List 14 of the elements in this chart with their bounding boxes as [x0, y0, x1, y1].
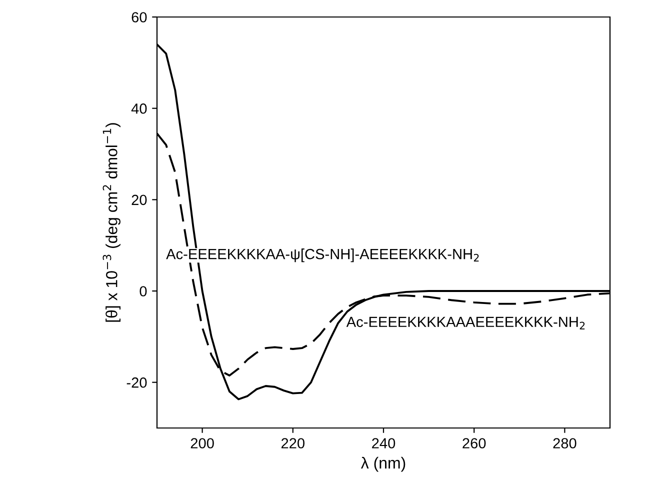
x-tick-label: 260 [462, 438, 486, 448]
y-tick-label: 0 [140, 286, 147, 296]
x-tick-label: 220 [281, 438, 304, 448]
y-tick-label: -20 [126, 377, 147, 388]
y-tick-label: 20 [132, 194, 147, 206]
series-label: Ac-EEEEKKKKAAAEEEEKKKK-NH$_{2}$ [346, 316, 585, 330]
x-tick-label: 240 [372, 438, 396, 448]
series-label: Ac-EEEEKKKKAA-ψ[CS-NH]-AEEEEKKKK-NH$_{2}$ [166, 248, 479, 262]
x-axis-title: λ (nm) [360, 456, 406, 472]
x-tick-label: 280 [553, 438, 576, 448]
y-tick-label: 60 [132, 12, 147, 22]
y-axis-title: [θ] x 10$^{−3}$ (deg cm$^{2}$ dmol$^{−1}$) [102, 123, 120, 322]
y-tick-label: 40 [131, 103, 147, 114]
x-tick-label: 200 [190, 438, 214, 448]
